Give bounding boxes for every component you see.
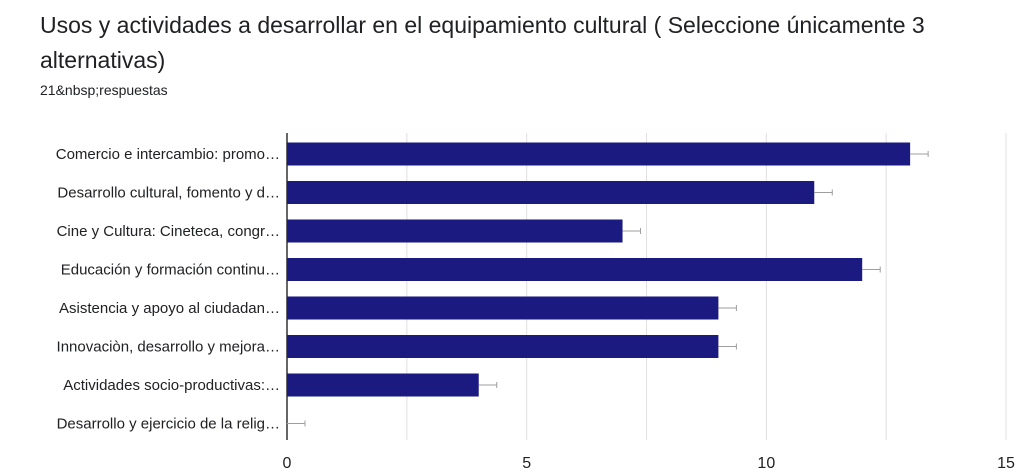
category-label: Desarrollo cultural, fomento y d… [57, 185, 280, 202]
x-tick-label: 10 [757, 455, 775, 472]
bar [287, 373, 479, 397]
category-label: Innovaciòn, desarrollo y mejora… [57, 339, 280, 356]
category-label: Desarrollo y ejercicio de la relig… [57, 416, 280, 433]
category-label: Asistencia y apoyo al ciudadan… [59, 300, 280, 317]
bar [287, 142, 911, 166]
response-count: 21&nbsp;respuestas [40, 82, 168, 98]
x-tick-labels: 0 5 10 15 [283, 455, 1015, 472]
x-tick-label: 5 [522, 455, 531, 472]
bars [287, 142, 929, 427]
category-label: Educación y formación continu… [61, 262, 280, 279]
bar [287, 296, 719, 320]
category-label: Actividades socio-productivas:… [63, 377, 280, 394]
category-labels: Comercio e intercambio: promo… Desarrollo… [56, 146, 280, 433]
bar [287, 181, 815, 204]
bar [287, 258, 863, 281]
x-tick-label: 15 [997, 455, 1015, 472]
x-tick-label: 0 [283, 455, 292, 472]
chart-title: Usos y actividades a desarrollar en el e… [40, 12, 925, 73]
bar [287, 335, 719, 358]
category-label: Cine y Cultura: Cineteca, congr… [57, 223, 280, 240]
category-label: Comercio e intercambio: promo… [56, 146, 280, 163]
bar [287, 219, 623, 243]
